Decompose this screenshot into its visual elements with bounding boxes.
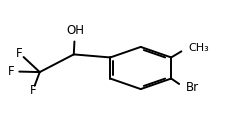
Text: CH₃: CH₃ — [188, 43, 209, 53]
Text: F: F — [8, 65, 15, 78]
Text: OH: OH — [66, 24, 84, 37]
Text: F: F — [30, 84, 36, 97]
Text: Br: Br — [186, 81, 199, 94]
Text: F: F — [16, 47, 23, 60]
